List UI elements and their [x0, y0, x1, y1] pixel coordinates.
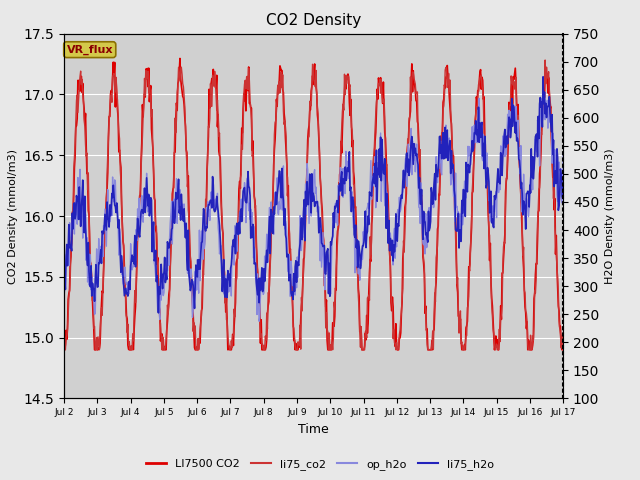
LI7500 CO2 [176, 56, 184, 61]
li75_co2 [198, 312, 205, 318]
Line: li75_co2: li75_co2 [64, 60, 563, 350]
li75_h2o [540, 74, 547, 80]
Legend: LI7500 CO2, li75_co2, op_h2o, li75_h2o: LI7500 CO2, li75_co2, op_h2o, li75_h2o [142, 455, 498, 474]
op_h2o [541, 90, 548, 96]
LI7500 CO2 [198, 305, 206, 311]
op_h2o [374, 167, 382, 173]
li75_h2o [198, 239, 206, 245]
Title: CO2 Density: CO2 Density [266, 13, 361, 28]
LI7500 CO2 [60, 347, 68, 353]
li75_h2o [120, 293, 128, 299]
Text: VR_flux: VR_flux [67, 45, 113, 55]
LI7500 CO2 [172, 149, 179, 155]
li75_h2o [559, 182, 567, 188]
Y-axis label: H2O Density (mmol/m3): H2O Density (mmol/m3) [605, 148, 615, 284]
li75_co2 [172, 115, 179, 121]
LI7500 CO2 [559, 347, 567, 353]
Line: li75_h2o: li75_h2o [64, 77, 563, 313]
op_h2o [69, 220, 77, 226]
li75_h2o [60, 296, 68, 302]
op_h2o [389, 262, 397, 268]
li75_h2o [389, 258, 397, 264]
LI7500 CO2 [389, 304, 397, 310]
LI7500 CO2 [374, 75, 382, 81]
li75_co2 [60, 347, 68, 353]
op_h2o [172, 220, 179, 226]
li75_co2 [120, 273, 128, 279]
Y-axis label: CO2 Density (mmol/m3): CO2 Density (mmol/m3) [8, 148, 18, 284]
op_h2o [559, 151, 567, 157]
LI7500 CO2 [69, 213, 77, 219]
li75_co2 [559, 346, 567, 351]
op_h2o [120, 264, 128, 270]
li75_co2 [541, 57, 549, 63]
li75_co2 [69, 211, 77, 217]
op_h2o [198, 228, 205, 234]
li75_h2o [155, 310, 163, 316]
op_h2o [60, 250, 68, 255]
Line: LI7500 CO2: LI7500 CO2 [64, 59, 563, 350]
li75_h2o [172, 190, 180, 195]
li75_h2o [69, 226, 77, 232]
li75_co2 [388, 304, 396, 310]
Line: op_h2o: op_h2o [64, 93, 563, 321]
LI7500 CO2 [120, 265, 128, 271]
X-axis label: Time: Time [298, 423, 329, 436]
op_h2o [255, 318, 263, 324]
li75_co2 [374, 85, 381, 91]
li75_h2o [374, 172, 382, 178]
